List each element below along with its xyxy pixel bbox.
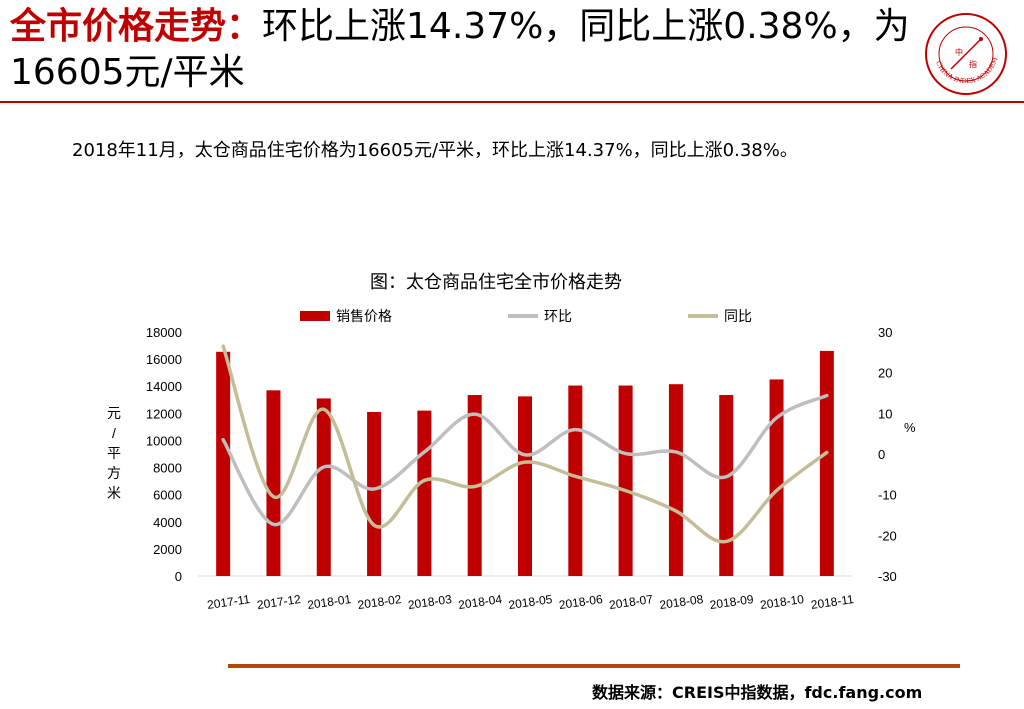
price-bar	[316, 398, 331, 576]
price-bar	[568, 385, 583, 576]
data-source: 数据来源：CREIS中指数据，fdc.fang.com	[592, 683, 923, 702]
x-tick-label: 2017-11	[206, 592, 251, 612]
svg-text:中: 中	[955, 47, 963, 57]
price-bar	[819, 350, 834, 576]
left-tick-label: 6000	[153, 488, 182, 503]
x-tick-label: 2018-09	[709, 592, 755, 612]
right-tick-label: -30	[878, 569, 897, 584]
right-tick-label: 0	[878, 447, 885, 462]
title-detail: 环比上涨14.37%，同比上涨0.38%，为16605元/平米	[10, 6, 910, 93]
left-tick-label: 2000	[153, 542, 182, 557]
x-tick-label: 2018-10	[759, 592, 805, 612]
title-highlight: 全市价格走势：	[10, 6, 263, 47]
price-bar	[216, 351, 231, 576]
left-tick-label: 10000	[146, 433, 182, 448]
title-divider	[0, 101, 1024, 103]
left-axis-label-char: 方	[107, 465, 121, 481]
left-axis-label-char: 平	[107, 445, 121, 461]
right-tick-label: 20	[878, 366, 892, 381]
svg-text:指: 指	[969, 59, 977, 69]
price-bar	[518, 396, 532, 576]
price-bar	[266, 390, 281, 576]
price-bar	[367, 411, 382, 576]
right-tick-label: 10	[878, 406, 892, 421]
left-tick-label: 16000	[146, 352, 182, 367]
left-axis-label-char: 元	[107, 405, 121, 421]
left-tick-label: 4000	[153, 515, 182, 530]
x-tick-label: 2018-06	[558, 592, 604, 612]
legend-price-label: 销售价格	[336, 308, 392, 324]
x-tick-label: 2017-12	[256, 592, 302, 612]
x-tick-label: 2018-02	[357, 592, 403, 612]
price-trend-chart: 1800016000140001200010000800060004000200…	[107, 308, 916, 612]
legend-price-swatch	[300, 311, 330, 321]
page-title: 全市价格走势：环比上涨14.37%，同比上涨0.38%，为16605元/平米	[10, 4, 910, 96]
price-bar	[769, 379, 784, 576]
left-tick-label: 0	[175, 569, 182, 584]
mom-line	[221, 393, 829, 527]
footer-divider	[228, 664, 960, 668]
right-tick-label: 30	[878, 325, 892, 340]
right-tick-label: -10	[878, 488, 897, 503]
x-tick-label: 2018-11	[810, 592, 855, 612]
right-axis-label: %	[904, 420, 916, 435]
yoy-line	[221, 344, 829, 544]
summary-text: 2018年11月，太仓商品住宅价格为16605元/平米，环比上涨14.37%，同…	[72, 140, 798, 161]
legend-mom-label: 环比	[544, 308, 572, 324]
x-tick-label: 2018-01	[306, 592, 352, 612]
left-tick-label: 14000	[146, 379, 182, 394]
x-tick-label: 2018-08	[659, 592, 705, 612]
x-tick-label: 2018-04	[457, 592, 503, 612]
left-tick-label: 8000	[153, 461, 182, 476]
legend-yoy-label: 同比	[724, 308, 752, 324]
price-bar	[668, 384, 683, 576]
chart-title: 图：太仓商品住宅全市价格走势	[370, 272, 622, 293]
price-bar	[417, 410, 432, 576]
x-tick-label: 2018-05	[508, 592, 554, 612]
china-index-academy-logo: 中 指 CHINA INDEX ACADEMY	[923, 11, 1007, 95]
left-tick-label: 18000	[146, 325, 182, 340]
left-tick-label: 12000	[146, 406, 182, 421]
right-tick-label: -20	[878, 528, 897, 543]
left-axis-label-char: 米	[107, 485, 121, 501]
left-axis-label-char: /	[112, 425, 116, 441]
price-bar	[719, 395, 734, 576]
price-bar	[618, 385, 633, 576]
x-tick-label: 2018-07	[608, 592, 654, 612]
x-tick-label: 2018-03	[407, 592, 453, 612]
